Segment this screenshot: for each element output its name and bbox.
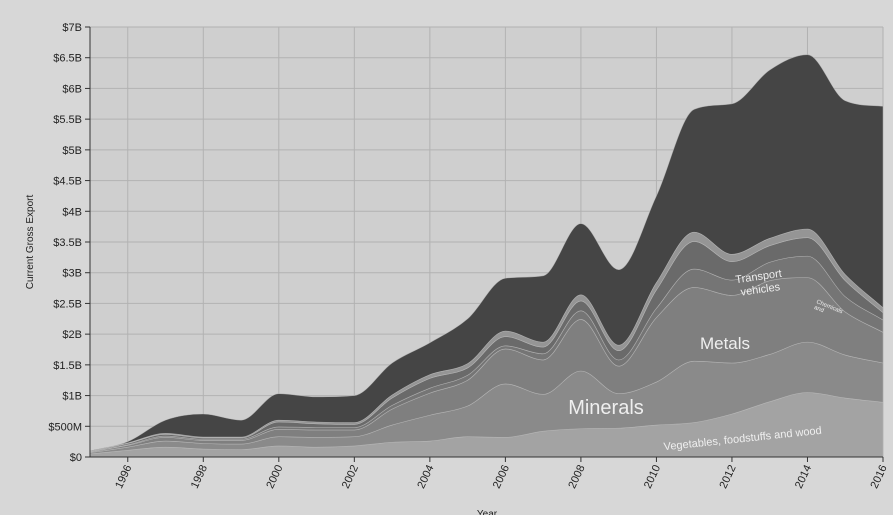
y-tick-label: $5.5B <box>53 114 82 126</box>
y-tick-label: $3.5B <box>53 237 82 249</box>
x-tick-label: 2016 <box>868 463 889 490</box>
y-tick-label: $6.5B <box>53 53 82 65</box>
y-tick-label: $2.5B <box>53 298 82 310</box>
x-tick-label: 2004 <box>415 463 436 490</box>
y-tick-label: $5B <box>62 145 82 157</box>
y-tick-label: $3B <box>62 268 82 280</box>
x-tick-label: 2014 <box>793 463 814 490</box>
x-tick-label: 2000 <box>264 463 285 490</box>
x-axis-ticks: 1996 1998 2000 2002 2004 2006 2008 2010 2012 2014… <box>113 457 890 490</box>
area-label-transport-line: vehicles <box>740 281 782 298</box>
y-tick-label: $500M <box>48 421 82 433</box>
y-tick-label: $0 <box>70 452 82 464</box>
x-tick-label: 2008 <box>566 463 587 490</box>
area-label-chemicals-line: and <box>813 305 825 314</box>
y-tick-label: $7B <box>62 22 82 34</box>
area-other <box>89 54 884 452</box>
x-tick-label: 2010 <box>642 463 663 490</box>
y-axis-title: Current Gross Export <box>25 195 36 290</box>
area-label-transport: Transportvehicles <box>735 268 785 299</box>
x-tick-label: 2012 <box>717 463 738 490</box>
y-tick-label: $6B <box>62 83 82 95</box>
x-axis-title: Year <box>477 509 498 515</box>
y-tick-label: $4B <box>62 206 82 218</box>
x-tick-label: 1996 <box>113 463 134 490</box>
y-tick-label: $4.5B <box>53 176 82 188</box>
y-tick-label: $1B <box>62 391 82 403</box>
area-label-metals: Metals <box>700 334 750 353</box>
y-tick-label: $1.5B <box>53 360 82 372</box>
x-tick-label: 2006 <box>491 463 512 490</box>
y-tick-label: $2B <box>62 329 82 341</box>
area-label-minerals: Minerals <box>568 397 644 419</box>
x-tick-label: 1998 <box>189 463 210 490</box>
x-tick-label: 2002 <box>340 463 361 490</box>
y-axis-ticks: $0 $500M $1B $1.5B $2B $2.5B $3B $3.5B $4B $4.5B $… <box>48 22 90 464</box>
